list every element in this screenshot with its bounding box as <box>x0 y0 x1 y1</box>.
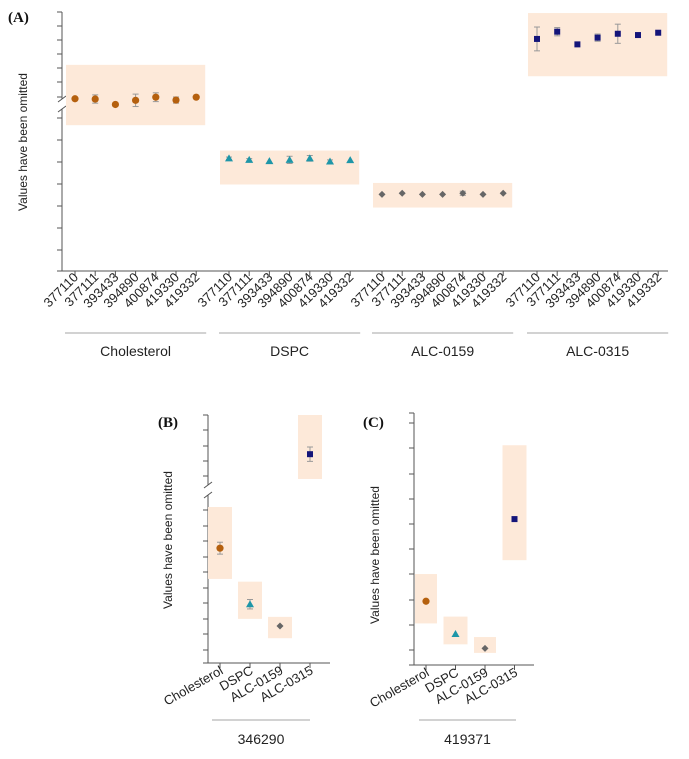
y-axis-label: Values have been omitted <box>161 471 175 609</box>
data-point <box>534 35 540 42</box>
data-point <box>216 544 224 552</box>
data-point <box>276 622 284 630</box>
x-tick-label: Cholesterol <box>161 663 226 709</box>
axis-break-mark <box>57 95 67 103</box>
axis-break-mark <box>57 105 67 113</box>
data-point <box>635 32 641 39</box>
x-tick-label: Cholesterol <box>367 665 432 711</box>
y-axis-label: Values have been omitted <box>368 486 382 624</box>
panel-label: (C) <box>363 415 384 431</box>
reference-band <box>528 13 668 77</box>
data-point <box>192 93 200 101</box>
data-point <box>439 190 447 198</box>
group-label: ALC-0315 <box>566 343 629 359</box>
panel-a: (A) Values have been omitted 3771103771113… <box>8 10 669 359</box>
group-cholesterol: 3771103771113934333948904008744193304193… <box>41 64 207 359</box>
data-point <box>418 190 426 198</box>
data-point <box>451 630 460 638</box>
data-point <box>614 30 621 37</box>
data-point <box>346 156 355 164</box>
panel-label: (B) <box>158 415 178 431</box>
data-point <box>172 96 180 104</box>
data-point <box>305 154 314 162</box>
y-axis <box>57 11 67 272</box>
y-axis <box>409 412 415 666</box>
group-alc-0315: 3771103771113934333948904008744193304193… <box>503 13 669 359</box>
category-alc-0315: ALC-0315 <box>462 445 527 707</box>
data-point <box>225 154 233 162</box>
data-point <box>132 96 140 104</box>
group-label: ALC-0159 <box>411 343 474 359</box>
group-label: Cholesterol <box>100 343 171 359</box>
data-point <box>245 155 254 163</box>
reference-band <box>502 445 527 561</box>
data-point <box>511 516 518 523</box>
data-point <box>481 644 489 652</box>
data-point <box>479 190 487 198</box>
data-point <box>111 100 119 109</box>
x-axis-title: 346290 <box>238 731 285 747</box>
data-point <box>398 189 406 197</box>
axis-break-mark <box>203 491 213 499</box>
data-point <box>422 597 430 605</box>
x-axis-title: 419371 <box>444 731 491 747</box>
data-point <box>91 95 99 103</box>
group-alc-0159: 3771103771113934333948904008744193304193… <box>348 182 514 359</box>
reference-band <box>220 150 360 185</box>
data-point <box>459 189 467 197</box>
axis-break-mark <box>203 481 213 489</box>
data-point <box>655 29 662 36</box>
group-label: DSPC <box>270 343 309 359</box>
data-point <box>378 190 386 198</box>
data-point <box>574 41 581 48</box>
data-point <box>71 95 79 103</box>
data-point <box>246 600 254 608</box>
data-point <box>307 451 313 458</box>
data-point <box>499 189 507 197</box>
group-dspc: 3771103771113934333948904008744193304193… <box>195 150 361 359</box>
panel-b: (B)Values have been omittedCholesterolDS… <box>158 414 330 747</box>
data-point <box>594 34 601 41</box>
panel-label: (A) <box>8 10 29 26</box>
y-axis-label: Values have been omitted <box>16 73 30 211</box>
data-point <box>265 157 274 165</box>
category-alc-0315: ALC-0315 <box>257 415 322 705</box>
panel-c: (C)Values have been omittedCholesterolDS… <box>363 412 534 747</box>
data-point <box>152 93 160 101</box>
data-point <box>554 28 561 35</box>
data-point <box>285 155 294 163</box>
data-point <box>326 157 334 165</box>
